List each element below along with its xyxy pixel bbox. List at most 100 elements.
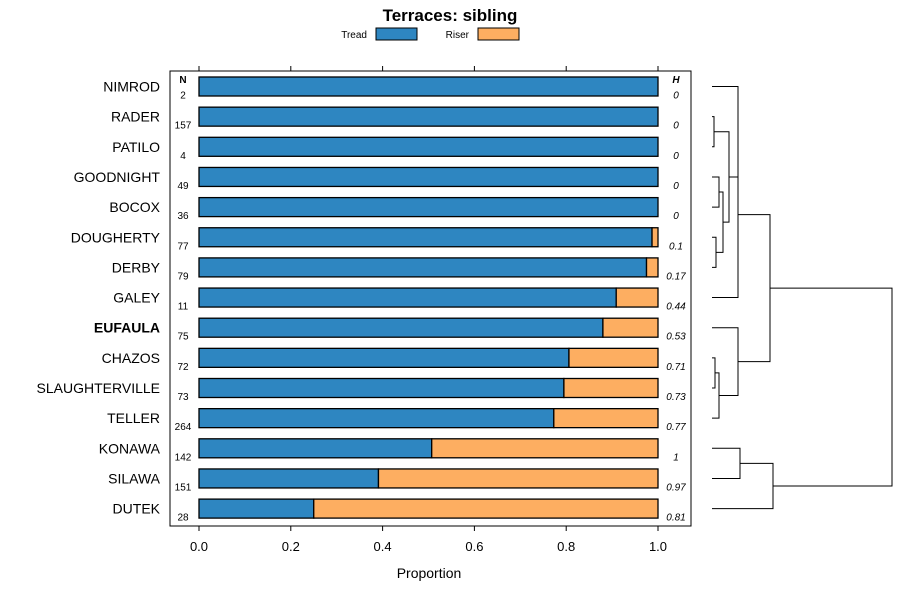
- bar-silawa-tread: [198, 468, 380, 489]
- h-value-slaughterville: 0.73: [666, 392, 686, 403]
- bar-galey-tread: [198, 287, 617, 308]
- h-value-rader: 0: [673, 121, 679, 132]
- dendrogram-link-k: [738, 214, 771, 363]
- category-label-rader: RADER: [111, 109, 160, 125]
- dendrogram-link-m: [712, 462, 774, 510]
- plot-panel-border: [169, 70, 692, 527]
- legend-swatch-riser: [477, 27, 520, 41]
- bar-konawa-tread: [198, 438, 433, 459]
- bar-derby-tread: [198, 257, 648, 278]
- n-value-patilo: 4: [180, 151, 186, 162]
- category-label-chazos: CHAZOS: [102, 350, 160, 366]
- bar-dougherty-tread: [198, 227, 653, 248]
- h-value-dutek: 0.81: [666, 513, 685, 524]
- dendrogram-link-g: [712, 131, 739, 299]
- bar-slaughterville-tread: [198, 377, 565, 399]
- h-value-konawa: 1: [673, 452, 679, 463]
- n-value-galey: 11: [178, 302, 189, 313]
- bars-group: [198, 76, 659, 519]
- category-label-konawa: KONAWA: [99, 440, 161, 456]
- category-label-teller: TELLER: [107, 410, 160, 426]
- x-axis-label: Proportion: [397, 565, 462, 581]
- n-value-bocox: 36: [177, 211, 189, 222]
- bar-nimrod-tread: [198, 76, 659, 97]
- category-label-bocox: BOCOX: [109, 199, 160, 215]
- n-value-dutek: 28: [177, 513, 189, 524]
- x-tick-label-5: 1.0: [649, 539, 667, 554]
- bar-konawa-riser: [431, 438, 659, 459]
- n-value-silawa: 151: [175, 482, 192, 493]
- h-value-eufaula: 0.53: [666, 332, 686, 343]
- h-column-header: H: [672, 75, 680, 86]
- category-label-nimrod: NIMROD: [103, 79, 160, 95]
- bar-patilo-tread: [198, 136, 659, 157]
- category-label-patilo: PATILO: [112, 139, 160, 155]
- h-value-patilo: 0: [673, 151, 679, 162]
- n-value-slaughterville: 73: [177, 392, 189, 403]
- category-label-eufaula: EUFAULA: [94, 320, 160, 336]
- n-value-teller: 264: [175, 422, 192, 433]
- category-label-derby: DERBY: [112, 259, 161, 275]
- dendrogram-link-h: [712, 357, 716, 389]
- n-value-chazos: 72: [177, 362, 189, 373]
- category-label-dougherty: DOUGHERTY: [71, 229, 161, 245]
- bar-silawa-riser: [377, 468, 659, 489]
- x-tick-label-4: 0.8: [557, 539, 575, 554]
- chart-title: Terraces: sibling: [383, 6, 518, 25]
- h-value-galey: 0.44: [666, 302, 686, 313]
- legend: Tread Riser: [341, 27, 520, 41]
- bar-derby-riser: [645, 257, 659, 278]
- bar-bocox-tread: [198, 196, 659, 218]
- bar-teller-riser: [553, 407, 659, 429]
- h-value-dougherty: 0.1: [669, 241, 683, 252]
- dendrogram-link-c: [712, 236, 717, 268]
- n-value-konawa: 142: [175, 452, 192, 463]
- legend-label-riser: Riser: [446, 30, 470, 41]
- category-label-silawa: SILAWA: [108, 470, 161, 486]
- bar-galey-riser: [615, 287, 659, 308]
- n-value-eufaula: 75: [177, 332, 189, 343]
- legend-swatch-tread: [375, 27, 418, 41]
- bar-dougherty-riser: [651, 227, 659, 248]
- n-value-goodnight: 49: [177, 181, 189, 192]
- h-value-chazos: 0.71: [666, 362, 685, 373]
- dendrogram-link-n: [770, 287, 893, 487]
- n-value-derby: 79: [177, 271, 189, 282]
- bar-chazos-riser: [568, 347, 659, 369]
- dendrogram-link-b: [712, 116, 715, 148]
- x-tick-label-2: 0.4: [374, 539, 392, 554]
- n-value-rader: 157: [175, 121, 192, 132]
- category-label-slaughterville: SLAUGHTERVILLE: [37, 380, 160, 396]
- legend-label-tread: Tread: [341, 30, 367, 41]
- bar-slaughterville-riser: [563, 377, 659, 399]
- category-label-dutek: DUTEK: [113, 501, 161, 517]
- h-value-silawa: 0.97: [666, 482, 686, 493]
- x-tick-label-0: 0.0: [190, 539, 208, 554]
- bar-eufaula-riser: [602, 317, 659, 338]
- h-value-bocox: 0: [673, 211, 679, 222]
- bar-teller-tread: [198, 407, 555, 429]
- row-labels-group: NIMROD 2 0 RADER 157 0 PATILO 4 0 GOODNIGHT 49 0 BOC…: [37, 79, 687, 524]
- bar-goodnight-tread: [198, 166, 659, 188]
- bar-dutek-riser: [313, 498, 659, 519]
- category-label-goodnight: GOODNIGHT: [74, 169, 161, 185]
- bar-rader-tread: [198, 106, 659, 127]
- dendrogram-link-a: [712, 176, 720, 208]
- dendrogram-link-l: [712, 447, 741, 479]
- x-tick-label-1: 0.2: [282, 539, 300, 554]
- category-label-galey: GALEY: [113, 290, 160, 306]
- bar-dutek-tread: [198, 498, 315, 519]
- x-tick-label-3: 0.6: [465, 539, 483, 554]
- n-column-header: N: [179, 75, 186, 86]
- n-value-nimrod: 2: [180, 91, 186, 102]
- h-value-derby: 0.17: [666, 271, 686, 282]
- n-value-dougherty: 77: [177, 241, 189, 252]
- h-value-nimrod: 0: [673, 91, 679, 102]
- dendrogram-link-j: [712, 327, 739, 397]
- x-axis: 0.0 0.2 0.4 0.6 0.8 1.0: [190, 66, 667, 554]
- bar-eufaula-tread: [198, 317, 604, 338]
- h-value-teller: 0.77: [666, 422, 686, 433]
- h-value-goodnight: 0: [673, 181, 679, 192]
- dendrogram: [712, 86, 893, 510]
